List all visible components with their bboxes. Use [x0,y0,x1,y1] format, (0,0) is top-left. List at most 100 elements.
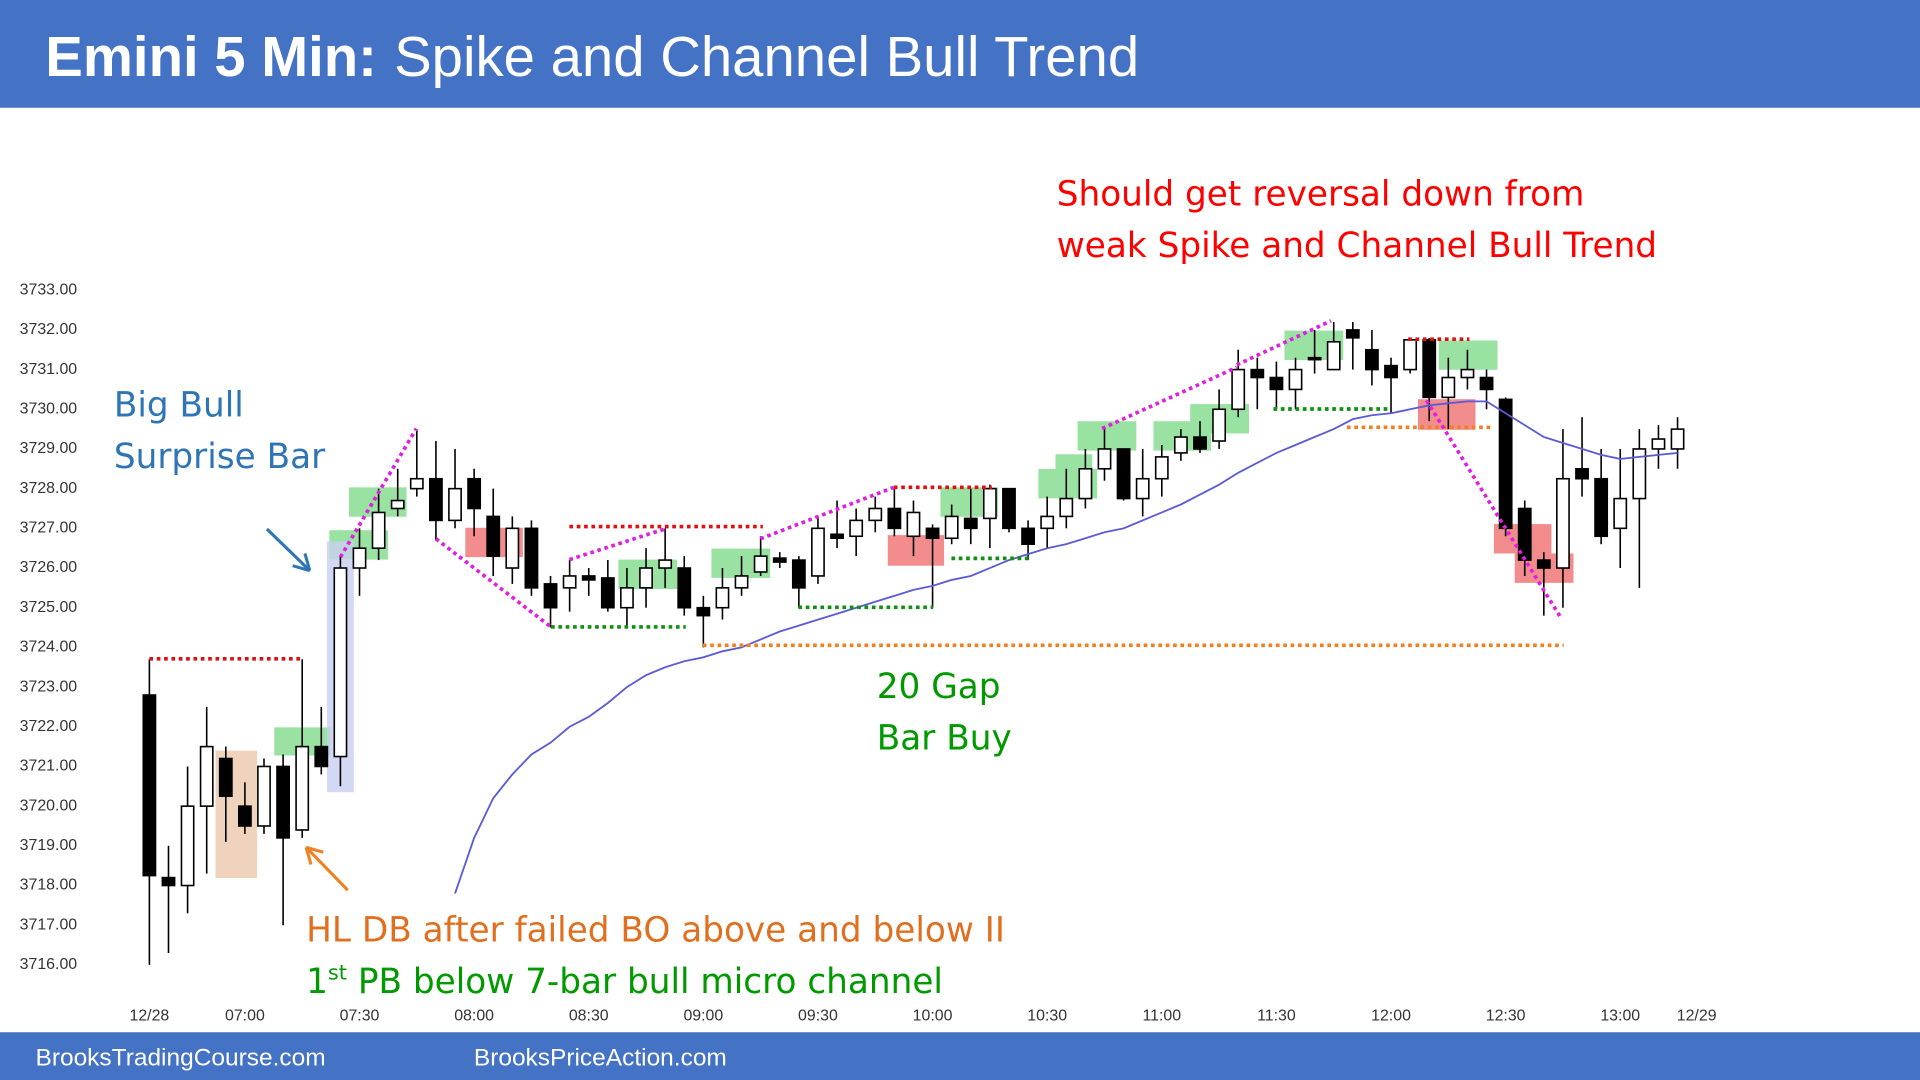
annotation-part: PB below 7-bar bull micro channel [347,962,943,1002]
arrow [305,846,349,892]
x-tick-label: 08:00 [454,1008,494,1025]
candle-body [1517,507,1532,561]
candle-body [1556,477,1570,569]
candle-body [352,547,367,569]
candle-body [1116,448,1131,500]
candle-body [1040,515,1055,530]
candle-body [295,745,310,831]
candle-body [696,606,711,617]
y-tick-label: 3733.00 [20,281,78,298]
candle-body [906,511,921,538]
y-tick-label: 3716.00 [20,956,78,973]
candle-body [1365,348,1379,371]
candle-body [486,515,501,557]
candle-body [600,577,615,609]
candle-body [849,519,864,538]
candle-body [658,559,673,569]
candle-body [1002,487,1016,530]
candle-body [276,765,291,839]
y-tick-label: 3717.00 [20,916,78,933]
magenta-dotted [338,427,418,559]
candle-body [830,533,844,540]
candle-body [982,487,997,520]
candle-body [715,587,730,609]
candle-body [1498,398,1513,530]
candle-body [868,507,883,522]
magenta-dotted [1101,365,1238,431]
candle-body [333,567,348,758]
candle-body [963,517,978,530]
candle-body [581,575,596,581]
candle-body [314,745,329,768]
y-tick-label: 3721.00 [20,758,78,775]
candle-body [925,527,940,540]
title-bar [0,0,1920,108]
x-tick-label: 07:00 [225,1008,265,1025]
x-tick-label: 09:00 [683,1008,723,1025]
x-tick-label: 12/28 [129,1008,169,1025]
x-tick-label: 10:30 [1027,1008,1067,1025]
candle-body [1250,368,1265,379]
candle-body [1594,477,1609,538]
annotation: weak Spike and Channel Bull Trend [1057,226,1657,266]
candle-body [791,559,806,589]
annotation: Surprise Bar [114,437,326,477]
annotation-sup: st [328,961,347,985]
candle-body [1059,497,1074,518]
magenta-dotted [759,485,895,541]
arrow [265,527,311,572]
annotation: Should get reversal down from [1057,175,1585,215]
candle-body [1288,368,1303,391]
magenta-dotted [1424,399,1563,620]
candle-body [1403,339,1418,371]
candle-body [142,694,157,877]
y-tick-label: 3726.00 [20,559,78,576]
candle-body [620,587,634,609]
title: Emini 5 Min: Spike and Channel Bull Trend [45,25,1139,88]
annotation: Bar Buy [877,718,1012,758]
ema-line [454,400,1678,894]
candle-body [543,583,558,609]
x-tick-label: 12:00 [1371,1008,1411,1025]
candle-body [1173,436,1188,454]
candle-body [1536,559,1551,569]
candle-body [409,477,424,490]
candle-body [1097,448,1112,470]
candle-body [1078,468,1093,500]
x-tick-label: 08:30 [569,1008,609,1025]
candle-body [429,477,443,522]
title-text: Spike and Channel Bull Trend [394,25,1139,88]
x-tick-label: 09:30 [798,1008,838,1025]
y-tick-label: 3731.00 [20,361,78,378]
annotation: HL DB after failed BO above and below II [306,911,1005,951]
candle-body [677,567,692,609]
annotation: Big Bull [114,385,244,425]
y-tick-label: 3728.00 [20,480,78,497]
candle-body [448,487,462,522]
candle-body [734,575,749,589]
candle-body [1021,527,1035,546]
candle-body [1154,456,1169,480]
footer-bar [0,1032,1920,1080]
candle-body [811,527,825,577]
candle-body [1460,368,1475,379]
y-tick-label: 3729.00 [20,440,78,457]
x-tick-label: 13:00 [1600,1008,1640,1025]
footer-left: BrooksTradingCourse.com [36,1044,326,1071]
candle-body [371,511,386,549]
candle-body [1613,497,1628,530]
candle-body [390,499,405,510]
annotation-part: 1 [306,962,328,1002]
candle-body [180,805,195,887]
x-tick-label: 12/29 [1677,1008,1717,1025]
green-box [1077,421,1137,451]
candle-body [1422,339,1437,399]
candle-body [505,527,520,569]
candle-body [1441,376,1456,399]
annotation: 20 Gap [877,667,1001,707]
y-tick-label: 3722.00 [20,718,78,735]
candle-body [1345,329,1360,339]
candle-body [1670,428,1685,450]
x-tick-label: 10:00 [913,1008,953,1025]
